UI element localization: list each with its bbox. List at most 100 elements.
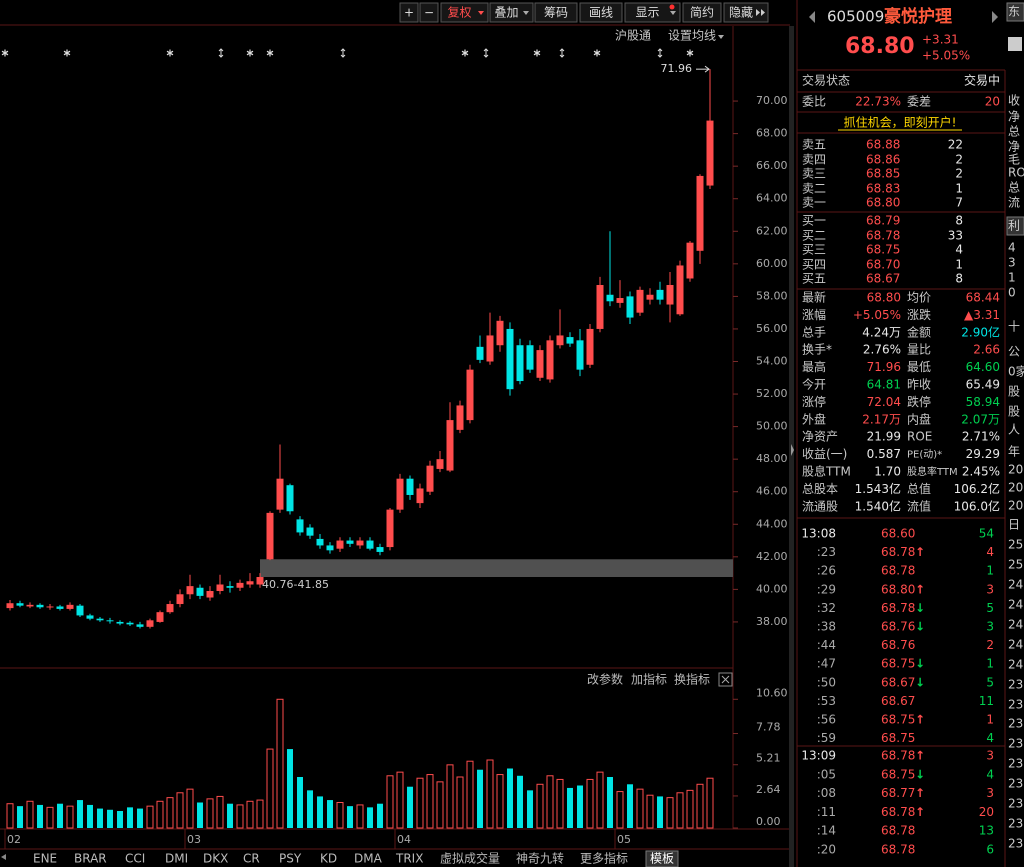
candle-body xyxy=(316,538,324,546)
toolbar-button[interactable] xyxy=(534,2,578,23)
volume-bar xyxy=(367,807,373,828)
volume-bar xyxy=(216,795,224,829)
stat-label: 总值 xyxy=(907,481,931,496)
indicator-tool[interactable]: 换指标 xyxy=(674,672,710,687)
volume-bar xyxy=(287,749,293,828)
ratio: 22.73% xyxy=(855,95,901,109)
tab-scroll[interactable] xyxy=(1,854,6,860)
stock-code: 605009 xyxy=(827,8,884,26)
volume-bar xyxy=(57,803,63,828)
indicator-tab[interactable]: DMA xyxy=(354,852,383,866)
indicator-tab[interactable]: BRAR xyxy=(74,852,107,866)
ratio-label: 委比 xyxy=(802,95,826,109)
volume-bar xyxy=(556,778,564,829)
candle-body xyxy=(26,604,34,607)
toolbar-button[interactable] xyxy=(624,2,681,23)
stat-value: 2.90亿 xyxy=(961,324,1000,339)
candle-body xyxy=(616,298,624,303)
indicator-tool[interactable]: 改参数 xyxy=(587,672,623,687)
volume-bar xyxy=(607,777,613,828)
tick-arrow: ↓ xyxy=(915,620,925,634)
dropdown-arrow xyxy=(523,11,529,15)
stat-value: 21.99 xyxy=(867,430,901,444)
stat-value: 58.94 xyxy=(966,395,1000,409)
indicator-tab[interactable]: KD xyxy=(320,852,337,866)
volume-bar xyxy=(696,783,704,829)
volume-bar xyxy=(456,776,464,829)
x-tick-label: 05 xyxy=(617,833,631,846)
tick-volume: 5 xyxy=(986,601,994,615)
side-icon[interactable] xyxy=(1008,37,1022,51)
volume-bar xyxy=(586,778,594,829)
next-stock[interactable] xyxy=(992,11,998,23)
tick-arrow: ↑ xyxy=(915,545,925,559)
tick-arrow: ↓ xyxy=(915,657,925,671)
close-button[interactable] xyxy=(718,672,733,687)
banner[interactable]: 抓住机会，即刻开户! xyxy=(844,115,957,130)
candle-body xyxy=(656,289,664,300)
book-price: 68.67 xyxy=(866,272,900,286)
candle-body xyxy=(486,335,494,362)
candle-body xyxy=(16,603,24,606)
toolbar-link[interactable]: 设置均线 xyxy=(668,29,716,43)
indicator-tool[interactable]: 加指标 xyxy=(631,672,667,687)
volume-bar xyxy=(117,811,123,828)
toolbar-button[interactable] xyxy=(399,2,419,23)
candle-body xyxy=(366,540,374,549)
candle-body xyxy=(136,624,144,627)
volume-bar xyxy=(156,800,164,829)
toolbar-button[interactable] xyxy=(489,2,534,23)
tick-volume: 4 xyxy=(986,731,994,745)
tick-price: 68.75 xyxy=(881,767,915,781)
volume-bar xyxy=(327,800,333,828)
toolbar-button[interactable] xyxy=(419,2,439,23)
x-tick-label: 04 xyxy=(397,833,411,846)
tick-price: 68.78 xyxy=(881,805,915,819)
toolbar-button[interactable] xyxy=(682,2,722,23)
indicator-tab[interactable]: DKX xyxy=(203,852,228,866)
y-tick-label: 68.00 xyxy=(756,127,788,140)
tick-volume: 1 xyxy=(986,564,994,578)
indicator-tab[interactable]: 更多指标 xyxy=(580,851,628,866)
candle-body xyxy=(176,594,184,605)
indicator-tab[interactable]: DMI xyxy=(165,852,188,866)
tick-time: :38 xyxy=(817,620,836,634)
indicator-tab[interactable]: 模板 xyxy=(650,852,674,866)
indicator-tab[interactable]: PSY xyxy=(279,852,302,866)
tick-volume: 3 xyxy=(986,786,994,800)
toolbar-button[interactable] xyxy=(579,2,623,23)
book-price: 68.75 xyxy=(866,243,900,257)
indicator-tab[interactable]: CCI xyxy=(125,852,145,866)
volume-bar xyxy=(706,777,714,829)
toolbar-button[interactable] xyxy=(440,2,489,23)
indicator-tab[interactable]: ENE xyxy=(33,852,57,866)
side-column-text: 24 xyxy=(1008,638,1023,652)
toolbar-link[interactable]: 沪股通 xyxy=(615,29,651,43)
volume-bar xyxy=(307,790,313,828)
toolbar-button-label: 隐藏 xyxy=(729,6,753,20)
status: 交易中 xyxy=(964,73,1000,88)
candle-body xyxy=(276,478,284,510)
tick-time: :47 xyxy=(817,657,836,671)
candle-body xyxy=(196,587,204,596)
tick-volume: 3 xyxy=(986,620,994,634)
toolbar-button-label: − xyxy=(424,6,434,20)
indicator-tab[interactable]: 虚拟成交量 xyxy=(440,851,500,866)
stat-label: 换手* xyxy=(802,343,832,357)
indicator-tab[interactable]: TRIX xyxy=(395,852,423,866)
y-tick-label: 54.00 xyxy=(756,354,788,367)
side-column-text: 23 xyxy=(1008,777,1023,791)
tick-price: 68.78 xyxy=(881,545,915,559)
side-tab[interactable] xyxy=(1006,2,1024,22)
candle-body xyxy=(396,478,404,510)
y-tick-label: 46.00 xyxy=(756,485,788,498)
side-tab[interactable] xyxy=(1006,216,1024,236)
book-label: 卖二 xyxy=(802,182,826,196)
prev-stock[interactable] xyxy=(809,11,815,23)
indicator-tab[interactable]: CR xyxy=(243,852,260,866)
toolbar-button[interactable] xyxy=(723,2,769,23)
book-price: 68.85 xyxy=(866,167,900,181)
tick-time: :23 xyxy=(817,545,836,559)
tick-price: 68.60 xyxy=(881,527,915,541)
indicator-tab[interactable]: 神奇九转 xyxy=(516,851,564,866)
